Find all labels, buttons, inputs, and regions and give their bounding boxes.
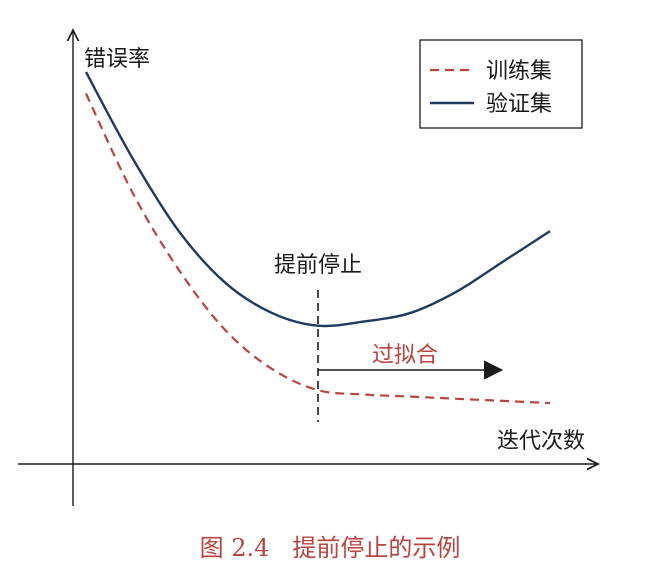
legend-box <box>419 39 583 129</box>
legend-label-train: 训练集 <box>486 59 552 84</box>
figure-number: 图 2.4 <box>199 534 270 562</box>
legend-label-validation: 验证集 <box>486 92 552 117</box>
x-axis-label: 迭代次数 <box>497 429 585 454</box>
overfit-label: 过拟合 <box>372 343 438 368</box>
figure-caption: 图 2.4 提前停止的示例 <box>0 528 660 563</box>
figure-caption-text: 提前停止的示例 <box>292 534 461 562</box>
y-axis-label: 错误率 <box>84 47 150 72</box>
series-line-validation <box>84 71 551 328</box>
legend: 训练集 验证集 <box>419 39 583 129</box>
early-stop-label: 提前停止 <box>274 253 362 278</box>
early-stopping-chart: 错误率 迭代次数 提前停止 过拟合 训练集 验证集 <box>18 0 660 506</box>
series-line-train <box>85 93 551 405</box>
